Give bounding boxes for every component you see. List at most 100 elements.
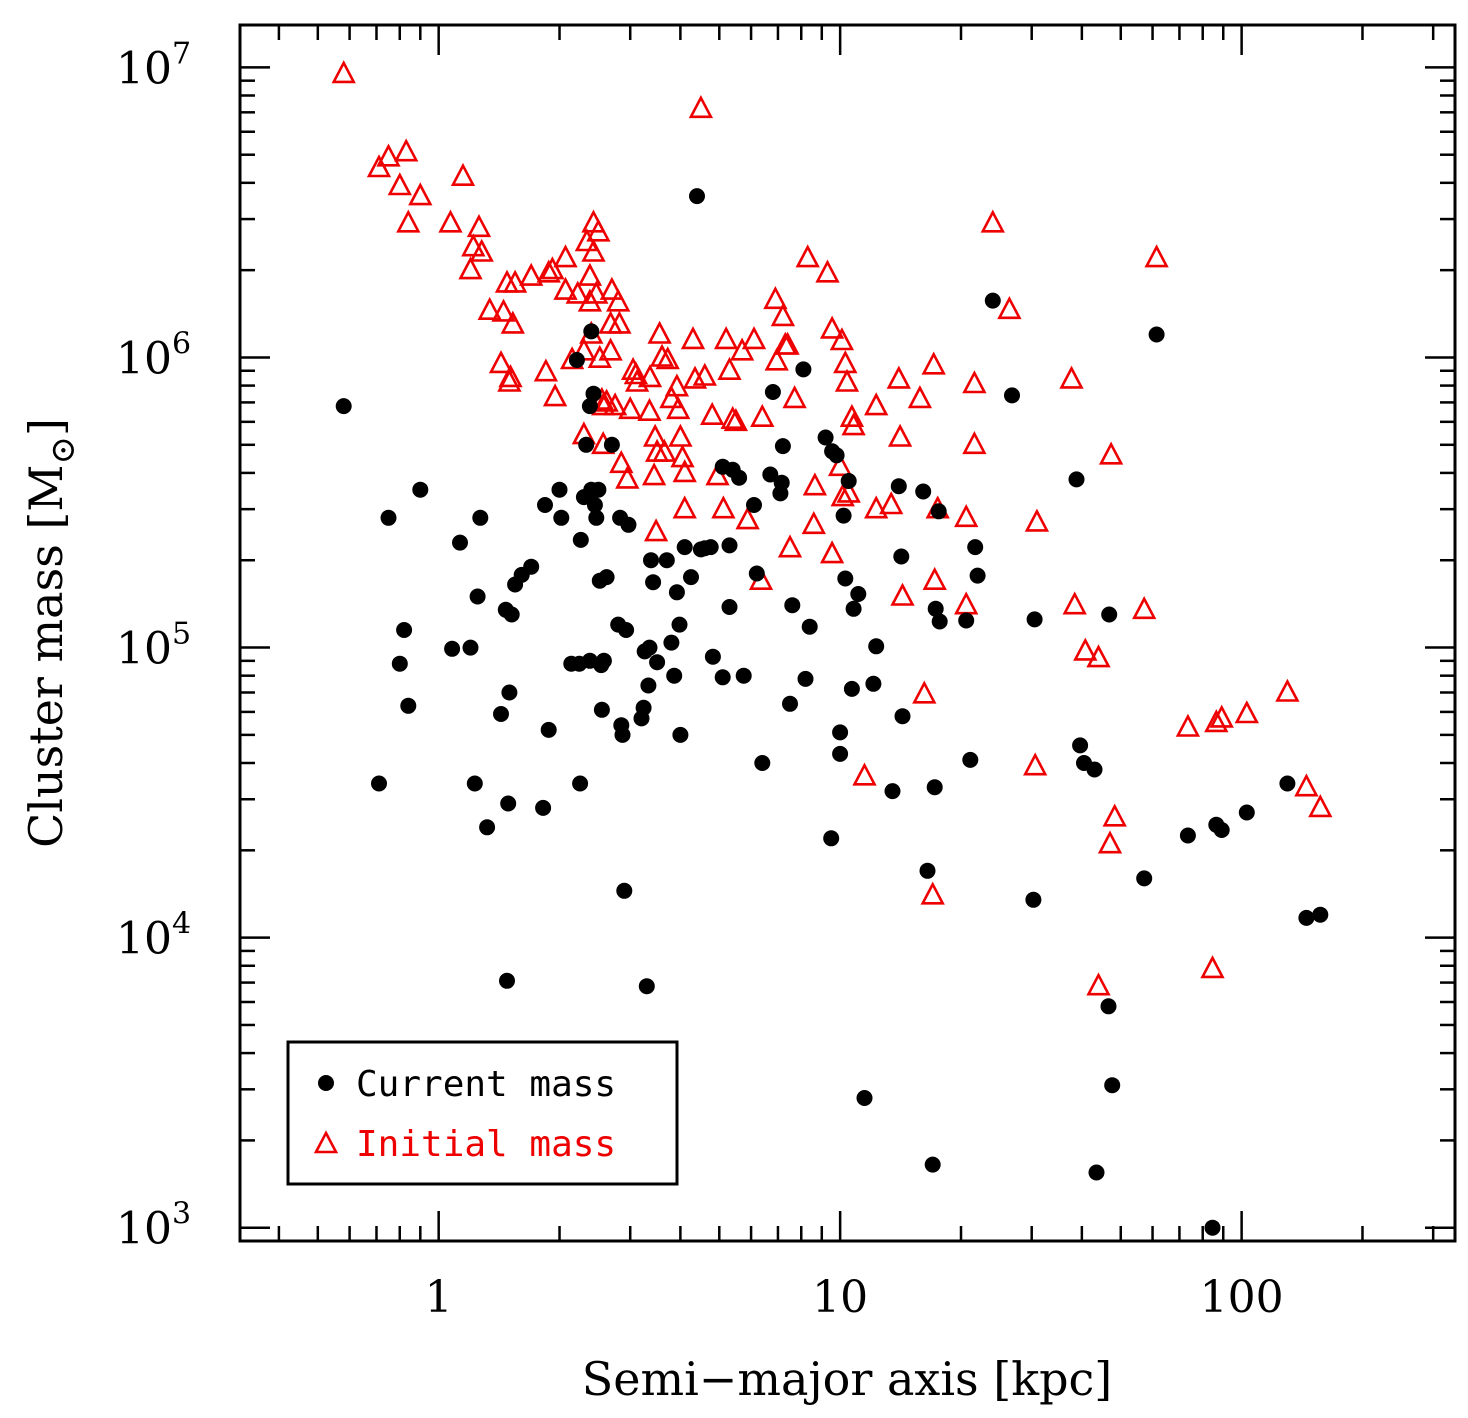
current-mass-point bbox=[640, 677, 657, 694]
current-mass-point bbox=[850, 586, 867, 602]
initial-mass-point bbox=[536, 259, 561, 283]
current-mass-point bbox=[689, 188, 705, 205]
initial-mass-point bbox=[540, 256, 565, 280]
current-mass-point bbox=[721, 537, 738, 554]
initial-mass-point bbox=[469, 238, 494, 262]
initial-mass-point bbox=[886, 365, 911, 389]
current-mass-point bbox=[479, 819, 496, 836]
legend-frame bbox=[286, 1040, 679, 1186]
current-mass-point bbox=[754, 755, 771, 771]
initial-mass-point bbox=[836, 479, 861, 503]
current-mass-point bbox=[828, 447, 845, 464]
x-tick-label: 10 bbox=[812, 1272, 868, 1323]
initial-mass-point bbox=[980, 209, 1005, 233]
initial-mass-point bbox=[680, 326, 706, 350]
initial-mass-point bbox=[553, 244, 578, 268]
current-mass-point bbox=[672, 726, 689, 743]
initial-mass-point bbox=[741, 326, 767, 350]
initial-mass-point bbox=[649, 343, 675, 367]
current-mass-point bbox=[731, 469, 748, 486]
current-mass-point bbox=[930, 503, 947, 520]
initial-mass-point bbox=[922, 566, 947, 590]
initial-mass-point bbox=[584, 280, 609, 304]
y-tick-base: 10 bbox=[116, 914, 172, 965]
initial-mass-point bbox=[692, 362, 717, 386]
initial-mass-point bbox=[394, 138, 419, 162]
current-mass-point bbox=[649, 654, 666, 671]
initial-mass-point bbox=[777, 534, 803, 558]
current-mass-point bbox=[683, 569, 699, 586]
current-mass-point bbox=[676, 539, 693, 556]
current-mass-point bbox=[499, 972, 515, 989]
current-mass-point bbox=[501, 684, 518, 701]
initial-mass-point bbox=[466, 214, 492, 238]
current-mass-point bbox=[616, 882, 633, 899]
initial-mass-point bbox=[637, 364, 663, 388]
initial-mass-point bbox=[795, 244, 820, 268]
current-mass-point bbox=[572, 775, 589, 792]
current-mass-point bbox=[585, 385, 602, 402]
initial-mass-point bbox=[670, 444, 695, 468]
initial-mass-point bbox=[502, 269, 528, 293]
initial-mass-point bbox=[750, 403, 775, 427]
initial-mass-point bbox=[598, 337, 623, 361]
initial-mass-point bbox=[723, 408, 749, 432]
initial-mass-point bbox=[672, 495, 697, 519]
initial-mass-point bbox=[954, 504, 979, 528]
current-mass-point bbox=[817, 429, 834, 446]
y-tick-exponent: 5 bbox=[172, 617, 191, 652]
current-mass-point bbox=[371, 775, 387, 792]
initial-mass-point bbox=[664, 373, 690, 397]
current-mass-point bbox=[568, 352, 585, 368]
initial-mass-point bbox=[1059, 365, 1084, 389]
current-mass-point bbox=[915, 483, 932, 500]
initial-mass-point bbox=[491, 298, 516, 322]
current-mass-point bbox=[412, 481, 429, 498]
current-mass-point bbox=[762, 466, 779, 483]
initial-mass-point bbox=[1200, 955, 1225, 979]
y-tick-label: 105 bbox=[116, 617, 191, 675]
initial-mass-point bbox=[553, 276, 578, 300]
current-mass-point bbox=[865, 675, 882, 692]
initial-mass-point bbox=[782, 385, 807, 409]
current-mass-point bbox=[764, 384, 781, 400]
current-mass-point bbox=[1072, 737, 1089, 754]
initial-mass-point bbox=[408, 182, 433, 206]
initial-mass-point bbox=[1175, 713, 1201, 737]
legend: Current mass Initial mass bbox=[286, 1040, 679, 1186]
current-mass-point bbox=[658, 552, 675, 569]
initial-mass-point bbox=[775, 331, 800, 355]
initial-mass-point bbox=[997, 296, 1022, 320]
current-mass-point bbox=[837, 570, 854, 587]
current-mass-point bbox=[1279, 775, 1296, 792]
current-mass-point bbox=[1025, 891, 1042, 908]
y-tick-label: 104 bbox=[116, 907, 191, 965]
initial-mass-point bbox=[500, 310, 525, 334]
current-mass-point bbox=[540, 721, 557, 738]
current-mass-point bbox=[523, 558, 540, 575]
current-mass-point bbox=[704, 648, 721, 665]
initial-mass-point bbox=[763, 286, 788, 310]
current-mass-point bbox=[1298, 909, 1315, 926]
series-current-mass bbox=[335, 188, 1329, 1236]
current-mass-point bbox=[400, 697, 417, 714]
current-mass-point bbox=[1238, 804, 1255, 821]
current-mass-point bbox=[1026, 611, 1043, 628]
current-mass-point bbox=[748, 565, 765, 582]
current-mass-point bbox=[702, 539, 719, 556]
current-mass-point bbox=[967, 539, 984, 556]
current-mass-point bbox=[671, 616, 688, 633]
initial-mass-point bbox=[542, 383, 568, 407]
legend-current-marker bbox=[318, 1075, 334, 1091]
current-mass-point bbox=[773, 474, 790, 491]
initial-mass-point bbox=[1132, 596, 1157, 620]
initial-mass-point bbox=[1234, 700, 1259, 724]
initial-mass-point bbox=[637, 397, 662, 421]
initial-mass-point bbox=[609, 450, 634, 474]
current-mass-point bbox=[537, 497, 553, 513]
initial-mass-point bbox=[864, 495, 889, 519]
current-mass-point bbox=[1204, 1219, 1221, 1236]
current-mass-point bbox=[598, 569, 615, 586]
initial-mass-point bbox=[668, 423, 693, 447]
current-mass-point bbox=[535, 799, 552, 816]
